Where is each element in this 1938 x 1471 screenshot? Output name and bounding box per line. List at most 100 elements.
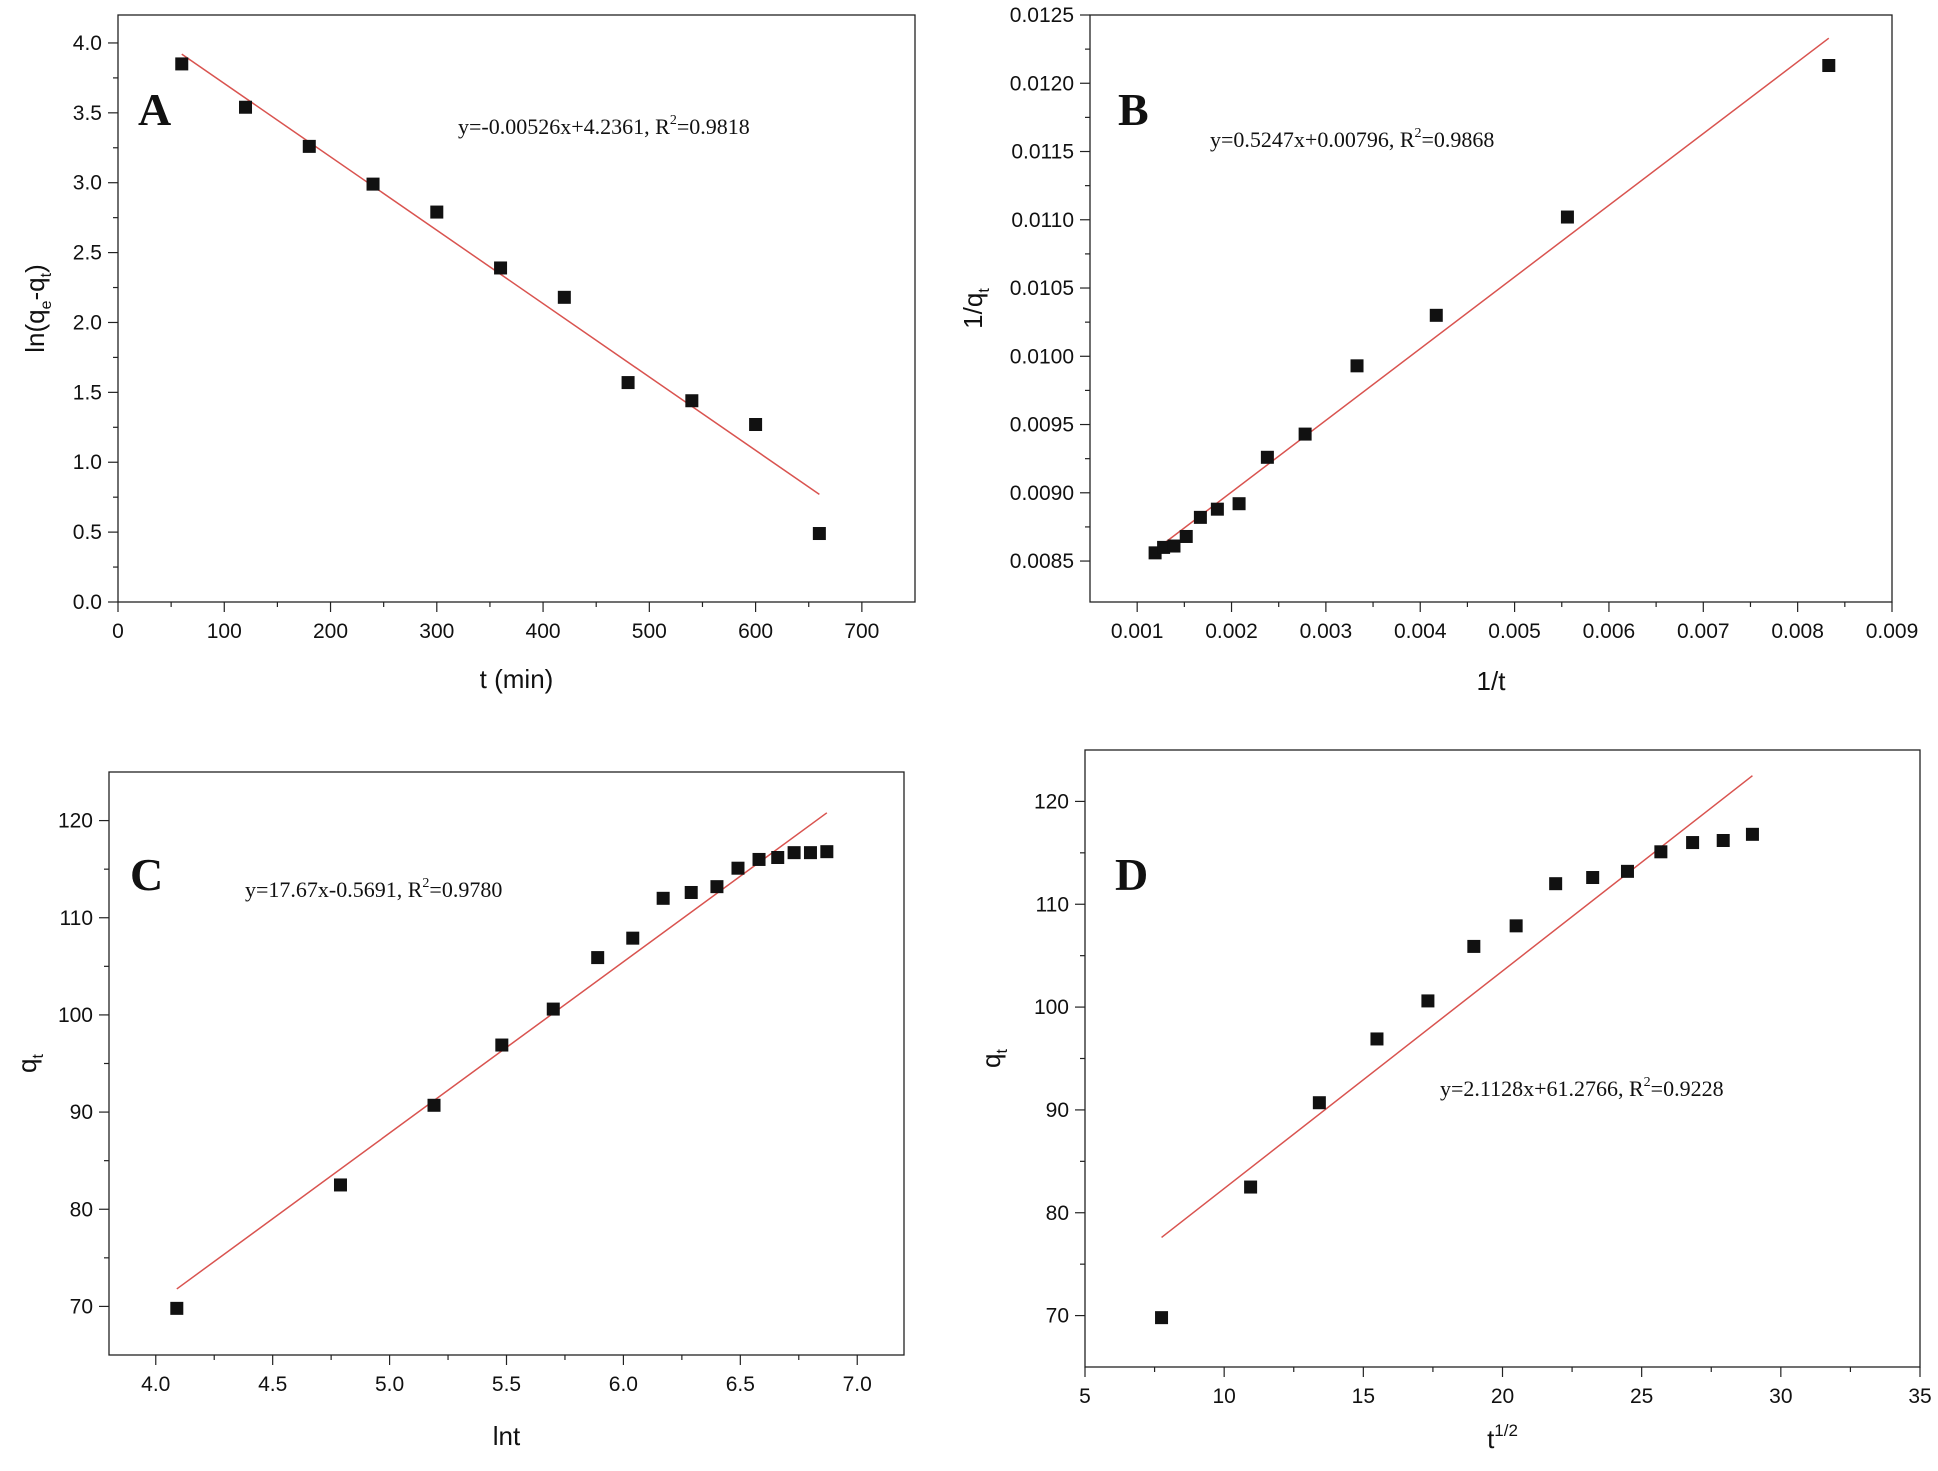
y-tick-label: 110 bbox=[1036, 893, 1069, 916]
fit-line bbox=[1154, 37, 1830, 551]
y-tick-label: 90 bbox=[70, 1101, 93, 1124]
fit-equation: y=-0.00526x+4.2361, R2=0.9818 bbox=[458, 113, 750, 139]
x-tick-label: 20 bbox=[1491, 1385, 1514, 1408]
data-point bbox=[803, 846, 817, 860]
data-point bbox=[1654, 845, 1668, 859]
data-point bbox=[621, 376, 635, 390]
y-axis-title-text: -q bbox=[20, 277, 50, 300]
data-point bbox=[771, 851, 785, 865]
y-tick-label: 0.0115 bbox=[1011, 141, 1074, 164]
data-point bbox=[1620, 864, 1634, 878]
x-tick-label: 5.5 bbox=[492, 1373, 521, 1396]
equation-text: y=-0.00526x+4.2361, R bbox=[458, 114, 670, 139]
panel-b: 0.001 0.002 0.003 0.004 0.005 0.006 0.007 0.008… bbox=[958, 4, 1918, 696]
y-axis-title-text: q bbox=[12, 1058, 42, 1072]
data-point bbox=[1686, 836, 1700, 850]
data-point bbox=[1157, 540, 1171, 554]
x-tick-label: 10 bbox=[1212, 1385, 1235, 1408]
y-tick-label: 0.0090 bbox=[1010, 482, 1074, 505]
data-point bbox=[1232, 497, 1246, 511]
y-tick-label: 0.0 bbox=[73, 591, 102, 614]
data-point bbox=[1716, 833, 1730, 847]
x-tick-label: 5.0 bbox=[375, 1373, 404, 1396]
data-point bbox=[170, 1301, 184, 1315]
data-point bbox=[239, 100, 253, 114]
x-tick-label: 30 bbox=[1769, 1385, 1792, 1408]
panel-d: 5 10 15 20 25 30 35 70 80 90 100 110 120 Dy=2.1128x+6… bbox=[976, 749, 1932, 1454]
x-axis-title-superscript: 1/2 bbox=[1494, 1421, 1518, 1440]
x-tick-label: 0.007 bbox=[1677, 620, 1730, 643]
data-point bbox=[1370, 1032, 1384, 1046]
data-point bbox=[557, 290, 571, 304]
x-tick-label: 0.003 bbox=[1300, 620, 1353, 643]
data-point bbox=[591, 951, 605, 965]
y-tick-label: 2.0 bbox=[73, 311, 102, 334]
y-axis-title-subscript: e bbox=[38, 300, 55, 309]
data-point bbox=[1210, 502, 1224, 516]
y-tick-label: 4.0 bbox=[73, 32, 102, 55]
x-tick-label: 4.0 bbox=[141, 1373, 170, 1396]
panel-label: C bbox=[130, 849, 163, 900]
y-tick-label: 120 bbox=[1034, 790, 1069, 813]
data-point bbox=[546, 1002, 560, 1016]
equation-text: =0.9228 bbox=[1651, 1076, 1724, 1101]
equation-superscript: 2 bbox=[670, 113, 677, 128]
y-axis-title-subscript: t bbox=[994, 1048, 1011, 1053]
y-axis-title: ln(qe-qt) bbox=[20, 264, 55, 353]
data-point bbox=[710, 880, 724, 894]
x-tick-label: 300 bbox=[419, 620, 454, 643]
fit-equation: y=2.1128x+61.2766, R2=0.9228 bbox=[1440, 1075, 1724, 1101]
x-tick-label: 6.0 bbox=[609, 1373, 638, 1396]
y-axis-title: 1/qt bbox=[958, 288, 993, 329]
panel-a: 0 100 200 300 400 500 600 700 0.0 0.5 1.0 1.5 2.0 2.5… bbox=[20, 14, 916, 694]
x-tick-label: 6.5 bbox=[726, 1373, 755, 1396]
x-tick-label: 15 bbox=[1352, 1385, 1375, 1408]
y-axis-title-text: 1/q bbox=[958, 293, 988, 329]
equation-text: y=0.5247x+0.00796, R bbox=[1210, 127, 1415, 152]
y-tick-label: 100 bbox=[1034, 996, 1069, 1019]
x-tick-label: 200 bbox=[313, 620, 348, 643]
y-tick-label: 3.0 bbox=[73, 172, 102, 195]
y-tick-label: 1.0 bbox=[73, 451, 102, 474]
x-tick-label: 4.5 bbox=[258, 1373, 287, 1396]
data-point bbox=[1350, 359, 1364, 373]
data-point bbox=[1260, 450, 1274, 464]
x-axis-title-text: t bbox=[1487, 1424, 1495, 1454]
equation-superscript: 2 bbox=[422, 876, 429, 891]
y-tick-label: 0.0120 bbox=[1010, 72, 1074, 95]
data-point bbox=[1179, 529, 1193, 543]
fit-line bbox=[1161, 775, 1753, 1239]
data-point bbox=[1193, 510, 1207, 524]
data-point bbox=[1509, 919, 1523, 933]
data-point bbox=[1586, 871, 1600, 885]
y-tick-label: 0.0105 bbox=[1010, 277, 1074, 300]
y-axis-title: qt bbox=[976, 1048, 1011, 1067]
data-point bbox=[1167, 539, 1181, 553]
data-point bbox=[1560, 210, 1574, 224]
equation-text: y=17.67x-0.5691, R bbox=[245, 877, 423, 902]
y-tick-label: 120 bbox=[58, 810, 93, 833]
fit-equation: y=0.5247x+0.00796, R2=0.9868 bbox=[1210, 126, 1494, 152]
y-tick-label: 0.0125 bbox=[1010, 4, 1074, 27]
x-tick-label: 0.002 bbox=[1205, 620, 1258, 643]
y-tick-label: 110 bbox=[60, 907, 93, 930]
x-tick-label: 500 bbox=[632, 620, 667, 643]
x-tick-label: 0 bbox=[112, 620, 124, 643]
y-tick-label: 0.5 bbox=[73, 521, 102, 544]
data-point bbox=[495, 1038, 509, 1052]
data-point bbox=[1549, 877, 1563, 891]
y-axis-title-subscript: t bbox=[30, 1053, 47, 1058]
y-tick-label: 3.5 bbox=[73, 102, 102, 125]
x-tick-label: 25 bbox=[1630, 1385, 1653, 1408]
x-tick-label: 700 bbox=[844, 620, 879, 643]
data-point bbox=[1467, 939, 1481, 953]
x-tick-label: 0.001 bbox=[1111, 620, 1164, 643]
data-point bbox=[749, 418, 763, 432]
data-point bbox=[1298, 427, 1312, 441]
y-tick-label: 90 bbox=[1046, 1099, 1069, 1122]
x-tick-label: 0.005 bbox=[1488, 620, 1541, 643]
data-point bbox=[302, 139, 316, 153]
y-axis-title-text: ln(q bbox=[20, 309, 50, 352]
y-tick-label: 70 bbox=[70, 1295, 93, 1318]
